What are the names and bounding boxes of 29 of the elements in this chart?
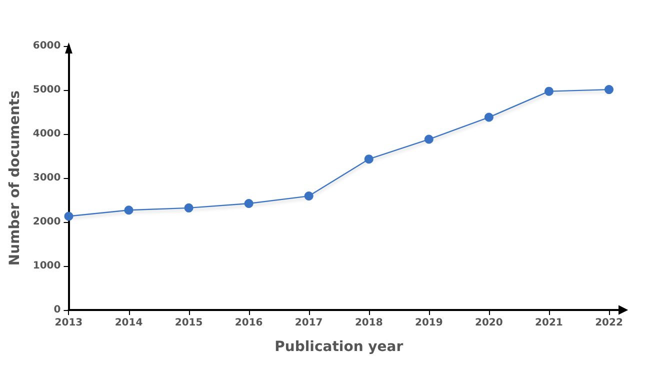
y-axis-title: Number of documents [7, 90, 23, 266]
x-tick-label: 2022 [595, 318, 623, 328]
point [544, 86, 554, 96]
y-tick-label: 0 [54, 304, 61, 316]
point [184, 203, 194, 212]
point [424, 134, 434, 144]
point [244, 199, 254, 208]
point [364, 154, 374, 164]
x-tick-label: 2016 [234, 318, 263, 328]
y-tick-label: 3000 [32, 172, 61, 184]
y-tick-label: 4000 [32, 128, 61, 140]
x-tick-label: 2014 [114, 318, 143, 328]
point [64, 212, 74, 221]
y-tick-label: 5000 [32, 84, 61, 96]
x-tick-label: 2015 [174, 318, 203, 328]
x-axis-title: Publication year [274, 339, 404, 355]
x-tick-label: 2017 [294, 318, 323, 328]
y-tick-label: 2000 [32, 216, 61, 228]
x-tick-label: 2019 [414, 318, 443, 328]
point [484, 112, 494, 122]
x-tick-label: 2020 [475, 318, 503, 328]
y-tick-label: 1000 [32, 260, 61, 272]
point [604, 85, 614, 94]
x-tick-label: 2021 [535, 318, 563, 328]
point [304, 192, 314, 201]
x-tick-label: 2018 [354, 318, 383, 328]
y-tick-label: 6000 [32, 40, 61, 52]
x-tick-label: 2013 [54, 318, 83, 328]
point [124, 206, 134, 215]
